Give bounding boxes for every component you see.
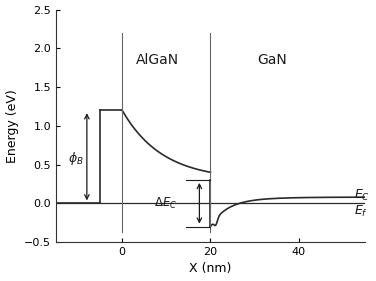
Text: AlGaN: AlGaN <box>136 53 179 67</box>
Y-axis label: Energy (eV): Energy (eV) <box>6 89 18 163</box>
Text: $E_f$: $E_f$ <box>354 203 368 219</box>
Text: GaN: GaN <box>257 53 287 67</box>
Text: $\Delta E_C$: $\Delta E_C$ <box>154 196 177 211</box>
Text: $E_C$: $E_C$ <box>354 188 370 203</box>
X-axis label: X (nm): X (nm) <box>189 262 232 275</box>
Text: $\phi_B$: $\phi_B$ <box>68 150 84 167</box>
